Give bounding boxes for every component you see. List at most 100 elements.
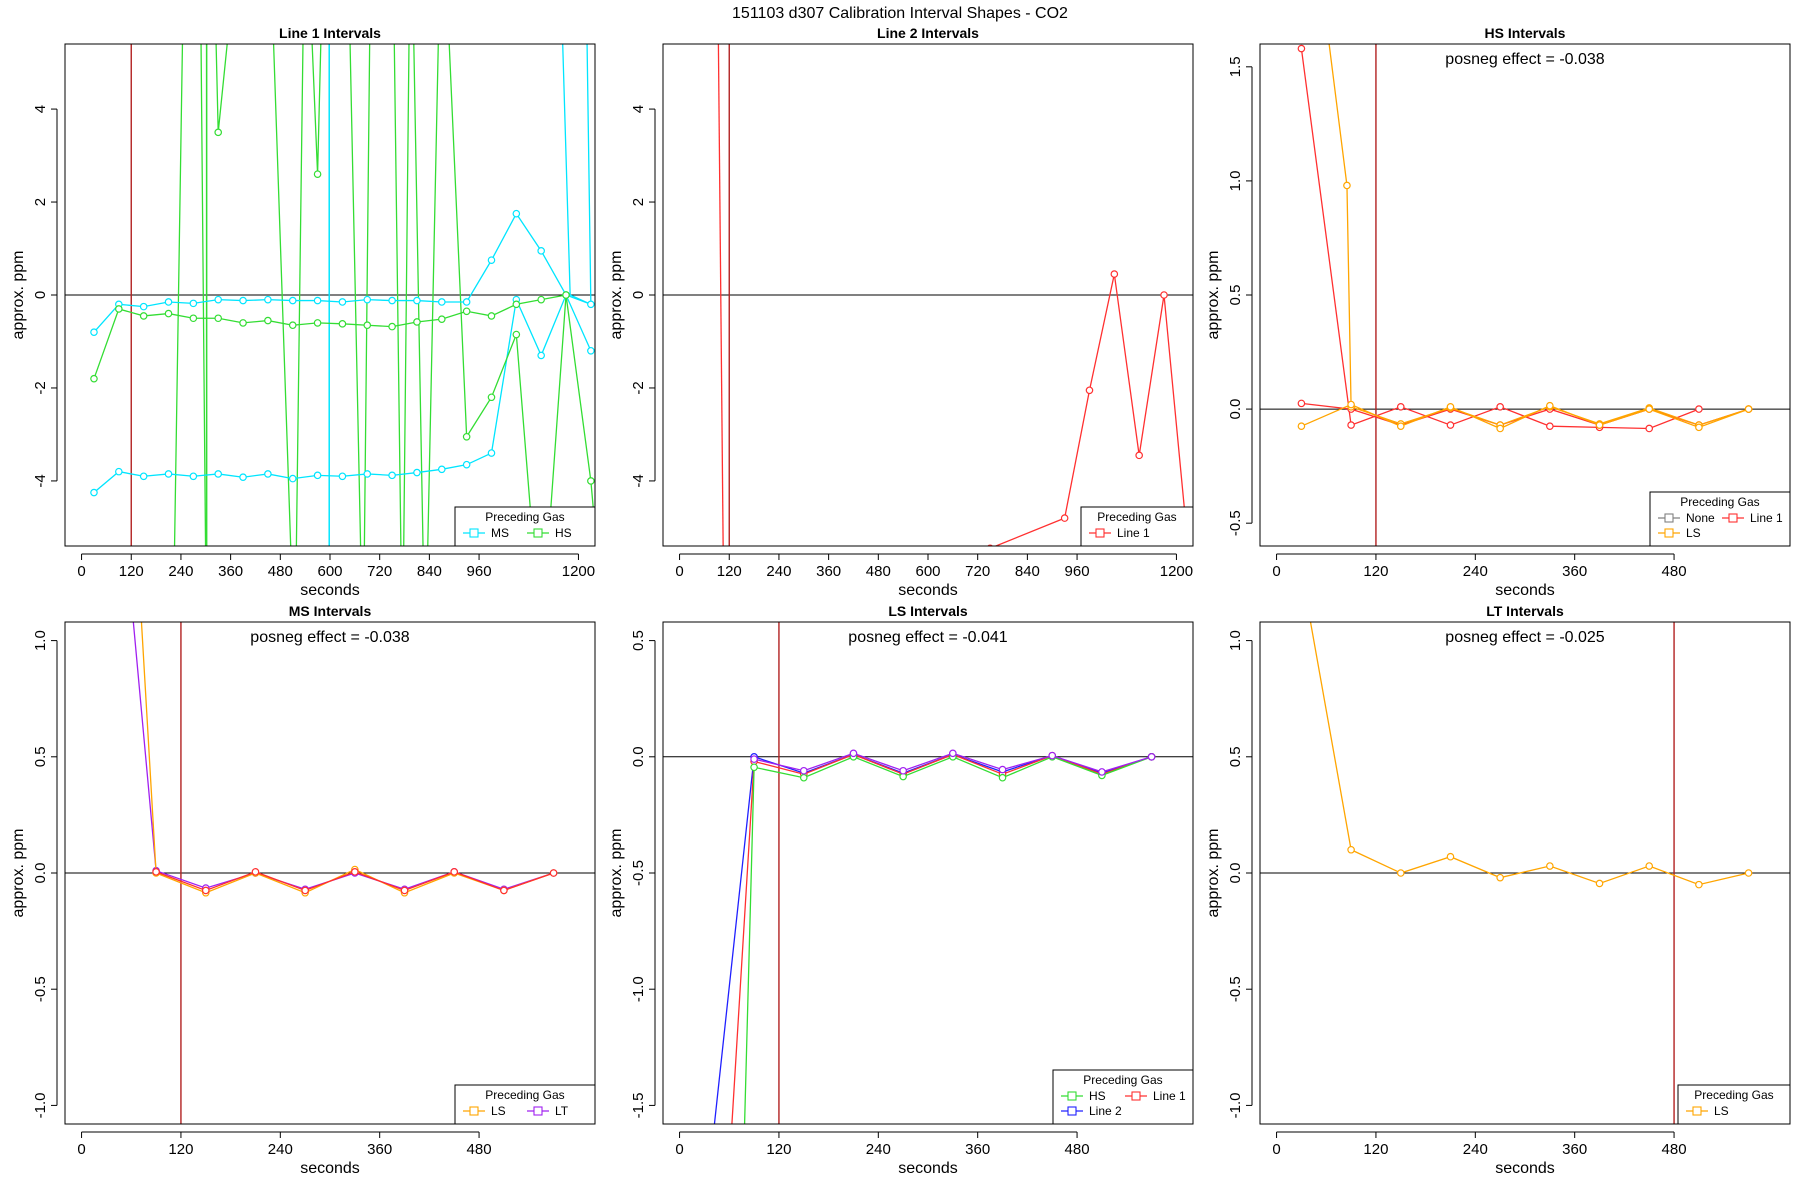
data-point	[301, 886, 309, 895]
series-line-2	[1301, 402, 1749, 426]
data-point	[90, 488, 98, 497]
series-line-1	[132, 622, 554, 890]
posneg-annotation: posneg effect = -0.038	[250, 629, 409, 646]
y-tick-label: -2	[32, 381, 49, 394]
data-point	[1135, 451, 1143, 460]
data-point	[313, 471, 322, 480]
data-point	[721, 664, 727, 670]
chart-panel-4: MS Intervals 0 120 240 360 480 seconds -1.0 -0.5…	[10, 603, 596, 1177]
data-point	[239, 296, 247, 305]
y-tick-label: -0.5	[630, 860, 647, 886]
data-point	[1695, 880, 1703, 889]
legend: Preceding Gas Line 1	[1080, 506, 1194, 547]
y-tick-label: -0.5	[32, 976, 49, 1002]
legend-entry-label: Line 1	[1153, 1089, 1186, 1103]
x-tick-label: 120	[1363, 1141, 1388, 1158]
legend-swatch-marker	[1131, 1091, 1141, 1101]
x-tick-label: 240	[866, 1141, 891, 1158]
data-point	[288, 474, 297, 483]
y-tick-label: 1.0	[1227, 630, 1244, 651]
data-point	[998, 765, 1007, 774]
x-tick-label: 480	[268, 563, 293, 580]
legend-title: Preceding Gas	[1097, 510, 1176, 524]
data-point	[139, 312, 148, 320]
x-tick-label: 360	[1562, 1141, 1587, 1158]
data-point	[139, 472, 148, 481]
data-point	[1343, 181, 1351, 190]
y-tick-label: 1.0	[1227, 170, 1244, 191]
data-point	[487, 393, 496, 402]
data-point	[1645, 862, 1654, 870]
data-point	[189, 472, 198, 481]
data-point	[1446, 421, 1455, 429]
x-tick-label: 120	[119, 563, 144, 580]
x-tick-label: 480	[1662, 1141, 1687, 1158]
data-point	[363, 295, 372, 304]
legend-swatch-marker	[1664, 528, 1674, 538]
y-tick-label: 0.5	[1227, 746, 1244, 767]
x-tick-label: 0	[77, 1141, 85, 1158]
x-tick-label: 360	[965, 1141, 990, 1158]
series-line-1	[717, 44, 724, 546]
legend: Preceding Gas None Line 1 LS	[1649, 491, 1791, 547]
data-point	[587, 346, 595, 355]
data-point	[512, 300, 521, 309]
series-line-3	[1328, 44, 1749, 426]
data-point	[115, 305, 123, 313]
data-point	[512, 209, 521, 218]
data-point	[587, 300, 595, 309]
chart-panel-6: LT Intervals 0 120 240 360 480 seconds -1.0 -0.5…	[1205, 603, 1791, 1177]
x-tick-label: 480	[467, 1141, 492, 1158]
data-point	[537, 247, 545, 255]
legend-box	[1080, 506, 1194, 547]
y-tick-label: 4	[630, 105, 647, 113]
legend-title: Preceding Gas	[1083, 1073, 1162, 1087]
chart-title: HS Intervals	[1485, 25, 1566, 41]
chart-title: Line 1 Intervals	[279, 25, 381, 41]
data-point	[949, 749, 957, 758]
data-point	[1744, 869, 1753, 877]
x-tick-label: 960	[467, 563, 492, 580]
legend-entry-label: LS	[1714, 1104, 1729, 1118]
data-point	[1110, 270, 1119, 278]
legend-entry-label: HS	[1089, 1089, 1106, 1103]
legend-entry-label: Line 2	[1089, 1104, 1122, 1118]
posneg-annotation: posneg effect = -0.041	[848, 629, 1007, 646]
data-point	[251, 868, 260, 876]
legend-box	[454, 1084, 596, 1125]
data-point	[1546, 401, 1554, 410]
posneg-annotation: posneg effect = -0.038	[1445, 51, 1604, 68]
chart-title: Line 2 Intervals	[877, 25, 979, 41]
data-point	[130, 614, 136, 620]
y-axis-label: approx. ppm	[608, 829, 625, 918]
data-point	[1085, 386, 1094, 395]
data-point	[313, 296, 322, 305]
x-tick-label: 600	[317, 563, 342, 580]
x-tick-label: 360	[1562, 563, 1587, 580]
x-axis-label: seconds	[898, 1160, 958, 1177]
data-point	[239, 319, 247, 327]
series-line-3	[743, 756, 1152, 1124]
y-tick-label: 0.0	[1227, 863, 1244, 884]
x-tick-label: 0	[1272, 563, 1280, 580]
y-tick-label: 0.0	[630, 746, 647, 767]
x-tick-label: 240	[1463, 1141, 1488, 1158]
plot-frame	[662, 621, 1194, 1125]
data-point	[1396, 422, 1405, 431]
legend: Preceding Gas LS	[1677, 1084, 1791, 1125]
legend: Preceding Gas HS Line 1 Line 2	[1052, 1069, 1194, 1125]
data-point	[1446, 852, 1455, 861]
data-point	[152, 868, 160, 876]
data-point	[1645, 424, 1654, 433]
data-point	[587, 477, 595, 485]
data-point	[437, 315, 446, 323]
data-point	[400, 886, 409, 895]
chart-panel-3: HS Intervals 0 120 240 360 480 seconds -0.5 0.0 0…	[1205, 25, 1791, 599]
y-axis-label: approx. ppm	[1205, 251, 1222, 340]
data-point	[1595, 879, 1604, 888]
data-point	[139, 302, 148, 311]
plot-frame	[64, 43, 596, 547]
legend-entry-label: Line 1	[1750, 511, 1783, 525]
legend-swatch-marker	[469, 1106, 479, 1116]
